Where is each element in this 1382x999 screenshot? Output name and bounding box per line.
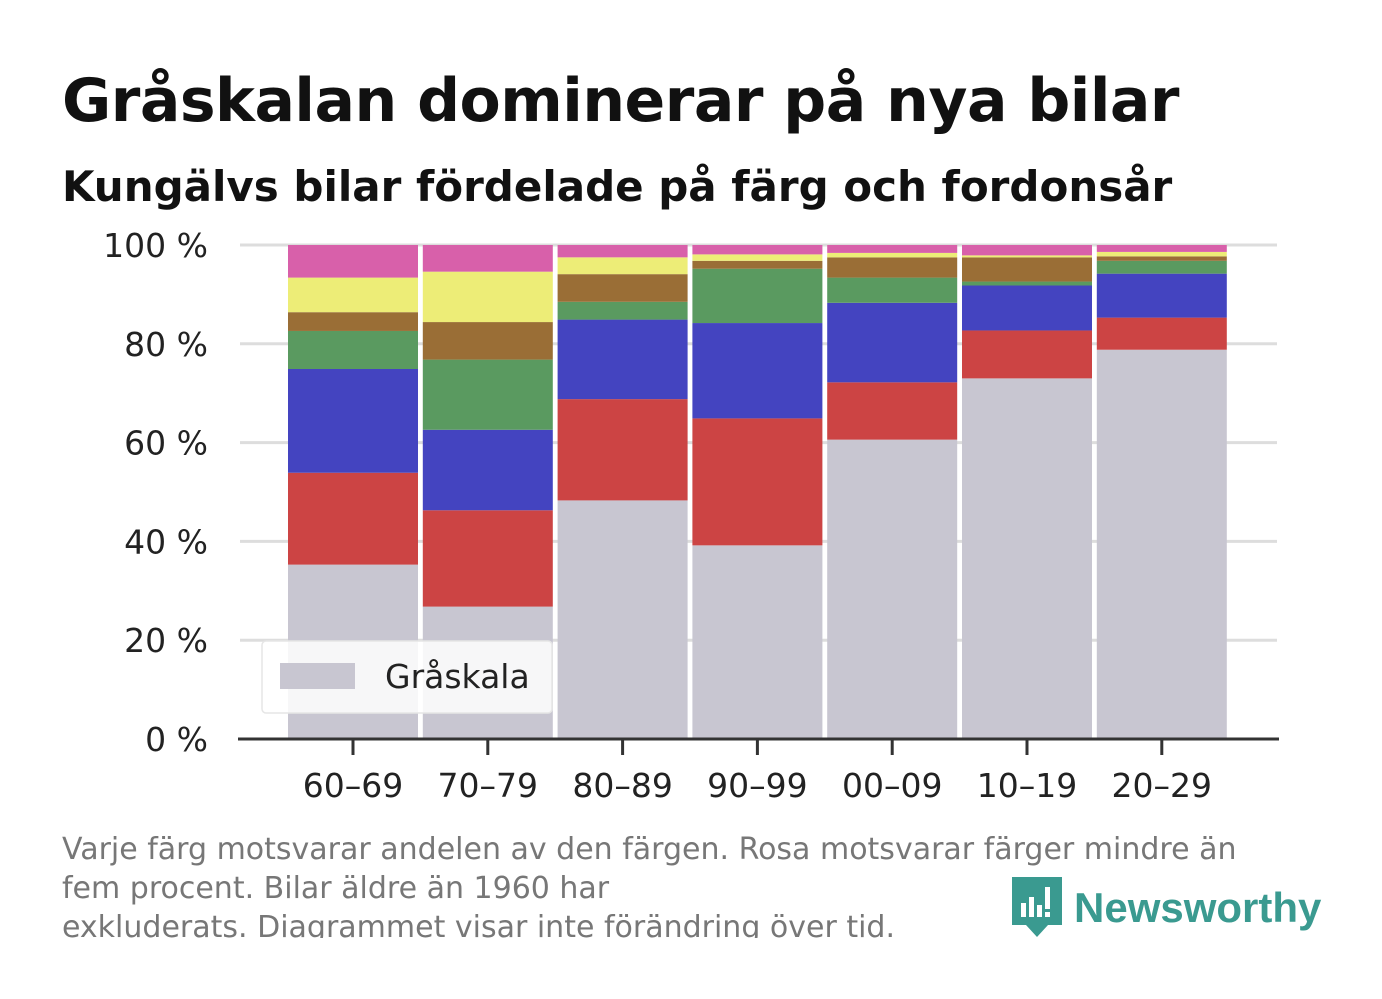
legend-swatch — [280, 663, 355, 689]
chart-title: Gråskalan dominerar på nya bilar — [62, 66, 1180, 136]
y-tick-label: 40 % — [124, 522, 208, 561]
bar-segment — [557, 301, 688, 320]
x-tick-label: 10–19 — [977, 766, 1077, 805]
brand-logo: Newsworthy — [1012, 876, 1321, 940]
footnote: Varje färg motsvarar andelen av den färg… — [62, 830, 1302, 938]
x-tick-label: 90–99 — [707, 766, 807, 805]
bar-segment — [557, 500, 688, 739]
bar-segment — [422, 429, 553, 511]
y-tick-label: 20 % — [124, 621, 208, 660]
bar-segment — [827, 277, 958, 303]
y-axis-labels: 0 % 20 % 40 % 60 % 80 % 100 % — [103, 226, 208, 759]
y-tick-label: 100 % — [103, 226, 208, 265]
legend-label: Gråskala — [385, 657, 530, 696]
brand-name: Newsworthy — [1074, 884, 1322, 931]
bar-segment — [1096, 260, 1227, 274]
bar-segment — [827, 252, 958, 258]
bar-segment — [288, 330, 418, 369]
bar-segment — [557, 274, 688, 302]
bar-segment — [962, 257, 1092, 282]
bar-segment — [422, 245, 553, 272]
bar-segment — [692, 245, 823, 255]
bar-segment — [1096, 273, 1227, 318]
bar-segment — [1096, 251, 1227, 257]
bar-segment — [827, 439, 958, 739]
bar-segment — [962, 378, 1092, 739]
bar-segment — [557, 319, 688, 400]
bar-segment — [422, 271, 553, 323]
bar-segment — [692, 254, 823, 261]
legend: Gråskala — [261, 640, 553, 714]
bar-segment — [692, 545, 823, 739]
bar-segment — [557, 245, 688, 258]
bar-segment — [962, 330, 1092, 379]
bar-segment — [422, 322, 553, 360]
x-tick-label: 20–29 — [1112, 766, 1212, 805]
y-tick-label: 0 % — [145, 720, 208, 759]
bar-segment — [422, 510, 553, 607]
x-tick-label: 60–69 — [303, 766, 403, 805]
bar-segment — [1096, 317, 1227, 350]
bar-segment — [557, 399, 688, 501]
bar-segment — [557, 257, 688, 275]
x-tick-label: 70–79 — [438, 766, 538, 805]
bar-segment — [1096, 349, 1227, 739]
bar-segment — [962, 245, 1092, 256]
bar-segment — [288, 368, 418, 473]
bar-segment — [962, 255, 1092, 258]
y-tick-label: 60 % — [124, 424, 208, 463]
bar-segment — [692, 260, 823, 269]
footnote-line-1: Varje färg motsvarar andelen av den färg… — [62, 832, 1237, 867]
legend-box — [261, 640, 553, 714]
bar-segment — [1096, 245, 1227, 252]
bar-segment — [827, 302, 958, 383]
y-tick-label: 80 % — [124, 325, 208, 364]
chart-subtitle: Kungälvs bilar fördelade på färg och for… — [62, 162, 1173, 211]
bar-segment — [962, 285, 1092, 331]
x-tick-label: 80–89 — [572, 766, 672, 805]
x-tick-label: 00–09 — [842, 766, 942, 805]
bar-segment — [288, 245, 418, 278]
bar-segment — [962, 281, 1092, 286]
bar-segment — [692, 323, 823, 419]
bar-segment — [288, 312, 418, 331]
bar-segment — [827, 257, 958, 278]
footnote-line-3: exkluderats. Diagrammet visar inte förän… — [62, 910, 896, 938]
bar-segment — [1096, 256, 1227, 261]
bar-segment — [827, 245, 958, 253]
newsworthy-logo-icon — [1012, 877, 1062, 937]
bar-segment — [422, 359, 553, 430]
bar-segment — [692, 418, 823, 546]
footnote-line-2: fem procent. Bilar äldre än 1960 har — [62, 871, 610, 906]
bar-segment — [827, 382, 958, 440]
bar-segment — [288, 277, 418, 313]
x-axis: 60–69 70–79 80–89 90–99 00–09 10–19 20–29 — [238, 737, 1279, 805]
bar-segment — [288, 472, 418, 565]
bar-segment — [692, 268, 823, 324]
stacked-bar-chart: 0 % 20 % 40 % 60 % 80 % 100 % 60–69 70–79 80–89… — [103, 226, 1279, 805]
